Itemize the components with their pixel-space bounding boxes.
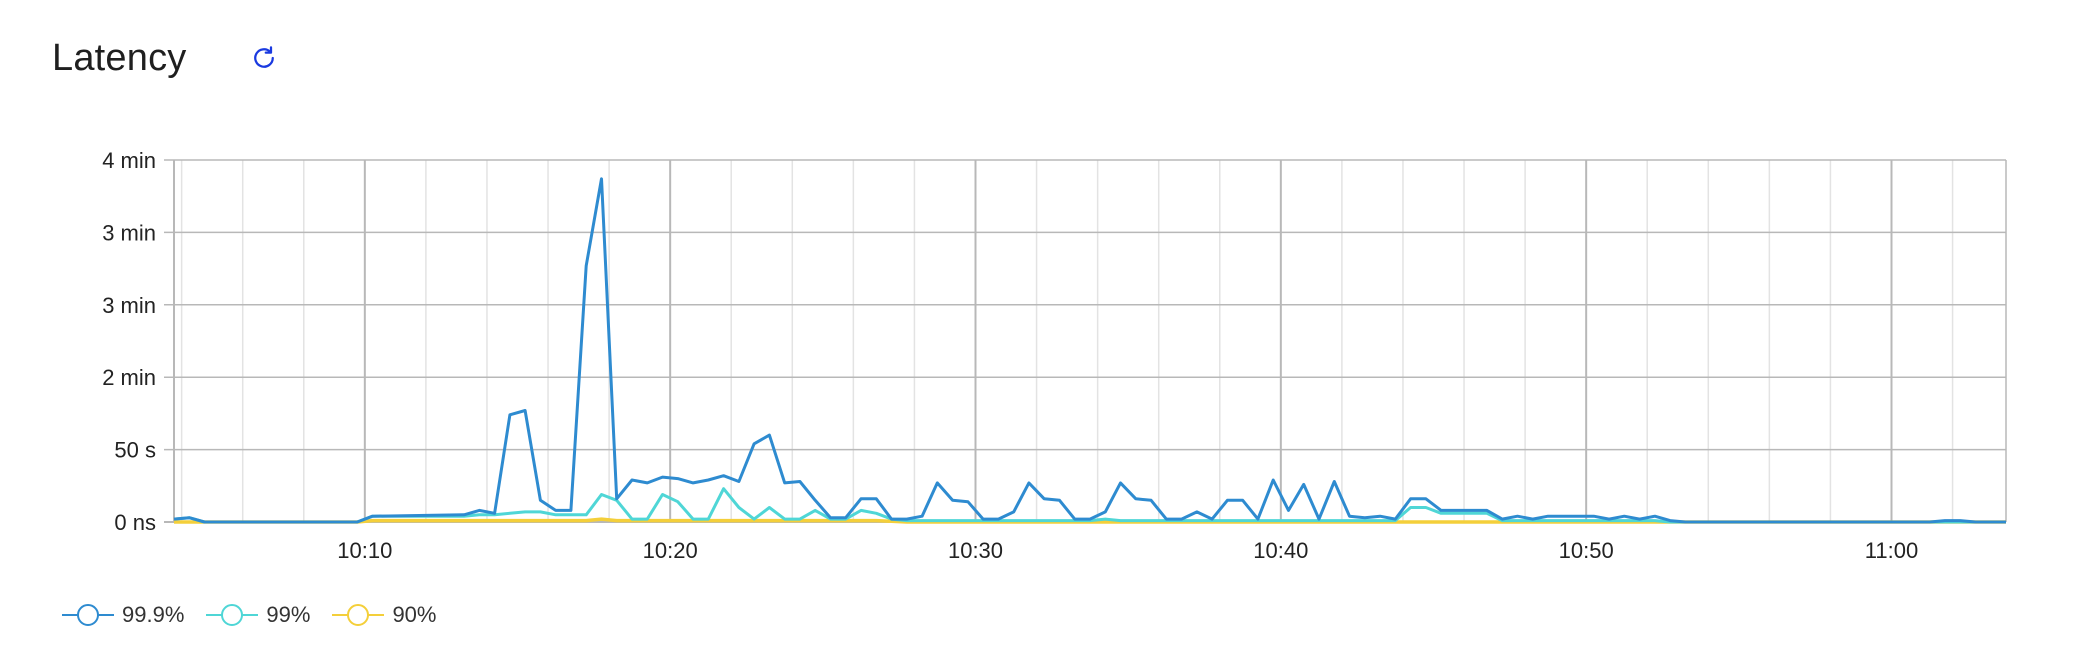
chart-grid <box>164 159 2007 523</box>
legend-marker-icon <box>206 604 259 626</box>
legend-label: 99.9% <box>122 602 185 627</box>
y-tick-label: 3 min <box>102 293 156 318</box>
y-tick-label: 0 ns <box>114 510 156 535</box>
chart-legend: 99.9% 99% 90% <box>62 602 458 628</box>
legend-label: 99% <box>266 602 311 627</box>
series-line-99-9- <box>173 177 2006 524</box>
legend-label: 90% <box>392 602 437 627</box>
x-tick-label: 10:20 <box>643 538 698 563</box>
x-tick-label: 10:50 <box>1559 538 1614 563</box>
page-title: Latency <box>52 36 187 79</box>
y-tick-label: 2 min <box>102 365 156 390</box>
chart-header: Latency <box>52 28 281 88</box>
x-tick-label: 10:40 <box>1253 538 1308 563</box>
refresh-icon <box>253 46 274 68</box>
y-tick-label: 50 s <box>114 438 156 463</box>
series-line-99- <box>173 487 2006 524</box>
x-axis-ticks: 10:10 10:20 10:30 10:40 10:50 11:00 <box>337 538 1918 563</box>
refresh-button[interactable] <box>247 41 281 75</box>
x-tick-label: 10:10 <box>337 538 392 563</box>
legend-item-99-9[interactable]: 99.9% <box>62 602 184 628</box>
legend-item-99[interactable]: 99% <box>206 602 310 628</box>
legend-marker-icon <box>332 604 385 626</box>
legend-item-90[interactable]: 90% <box>332 602 436 628</box>
y-tick-label: 3 min <box>102 220 156 245</box>
y-tick-label: 4 min <box>102 148 156 173</box>
series-lines <box>173 177 2006 524</box>
y-axis-ticks: 0 ns 50 s 2 min 3 min 3 min 4 min <box>102 148 156 535</box>
x-tick-label: 11:00 <box>1865 538 1918 563</box>
series-line-90- <box>174 517 2006 524</box>
x-tick-label: 10:30 <box>948 538 1003 563</box>
legend-marker-icon <box>62 604 114 626</box>
